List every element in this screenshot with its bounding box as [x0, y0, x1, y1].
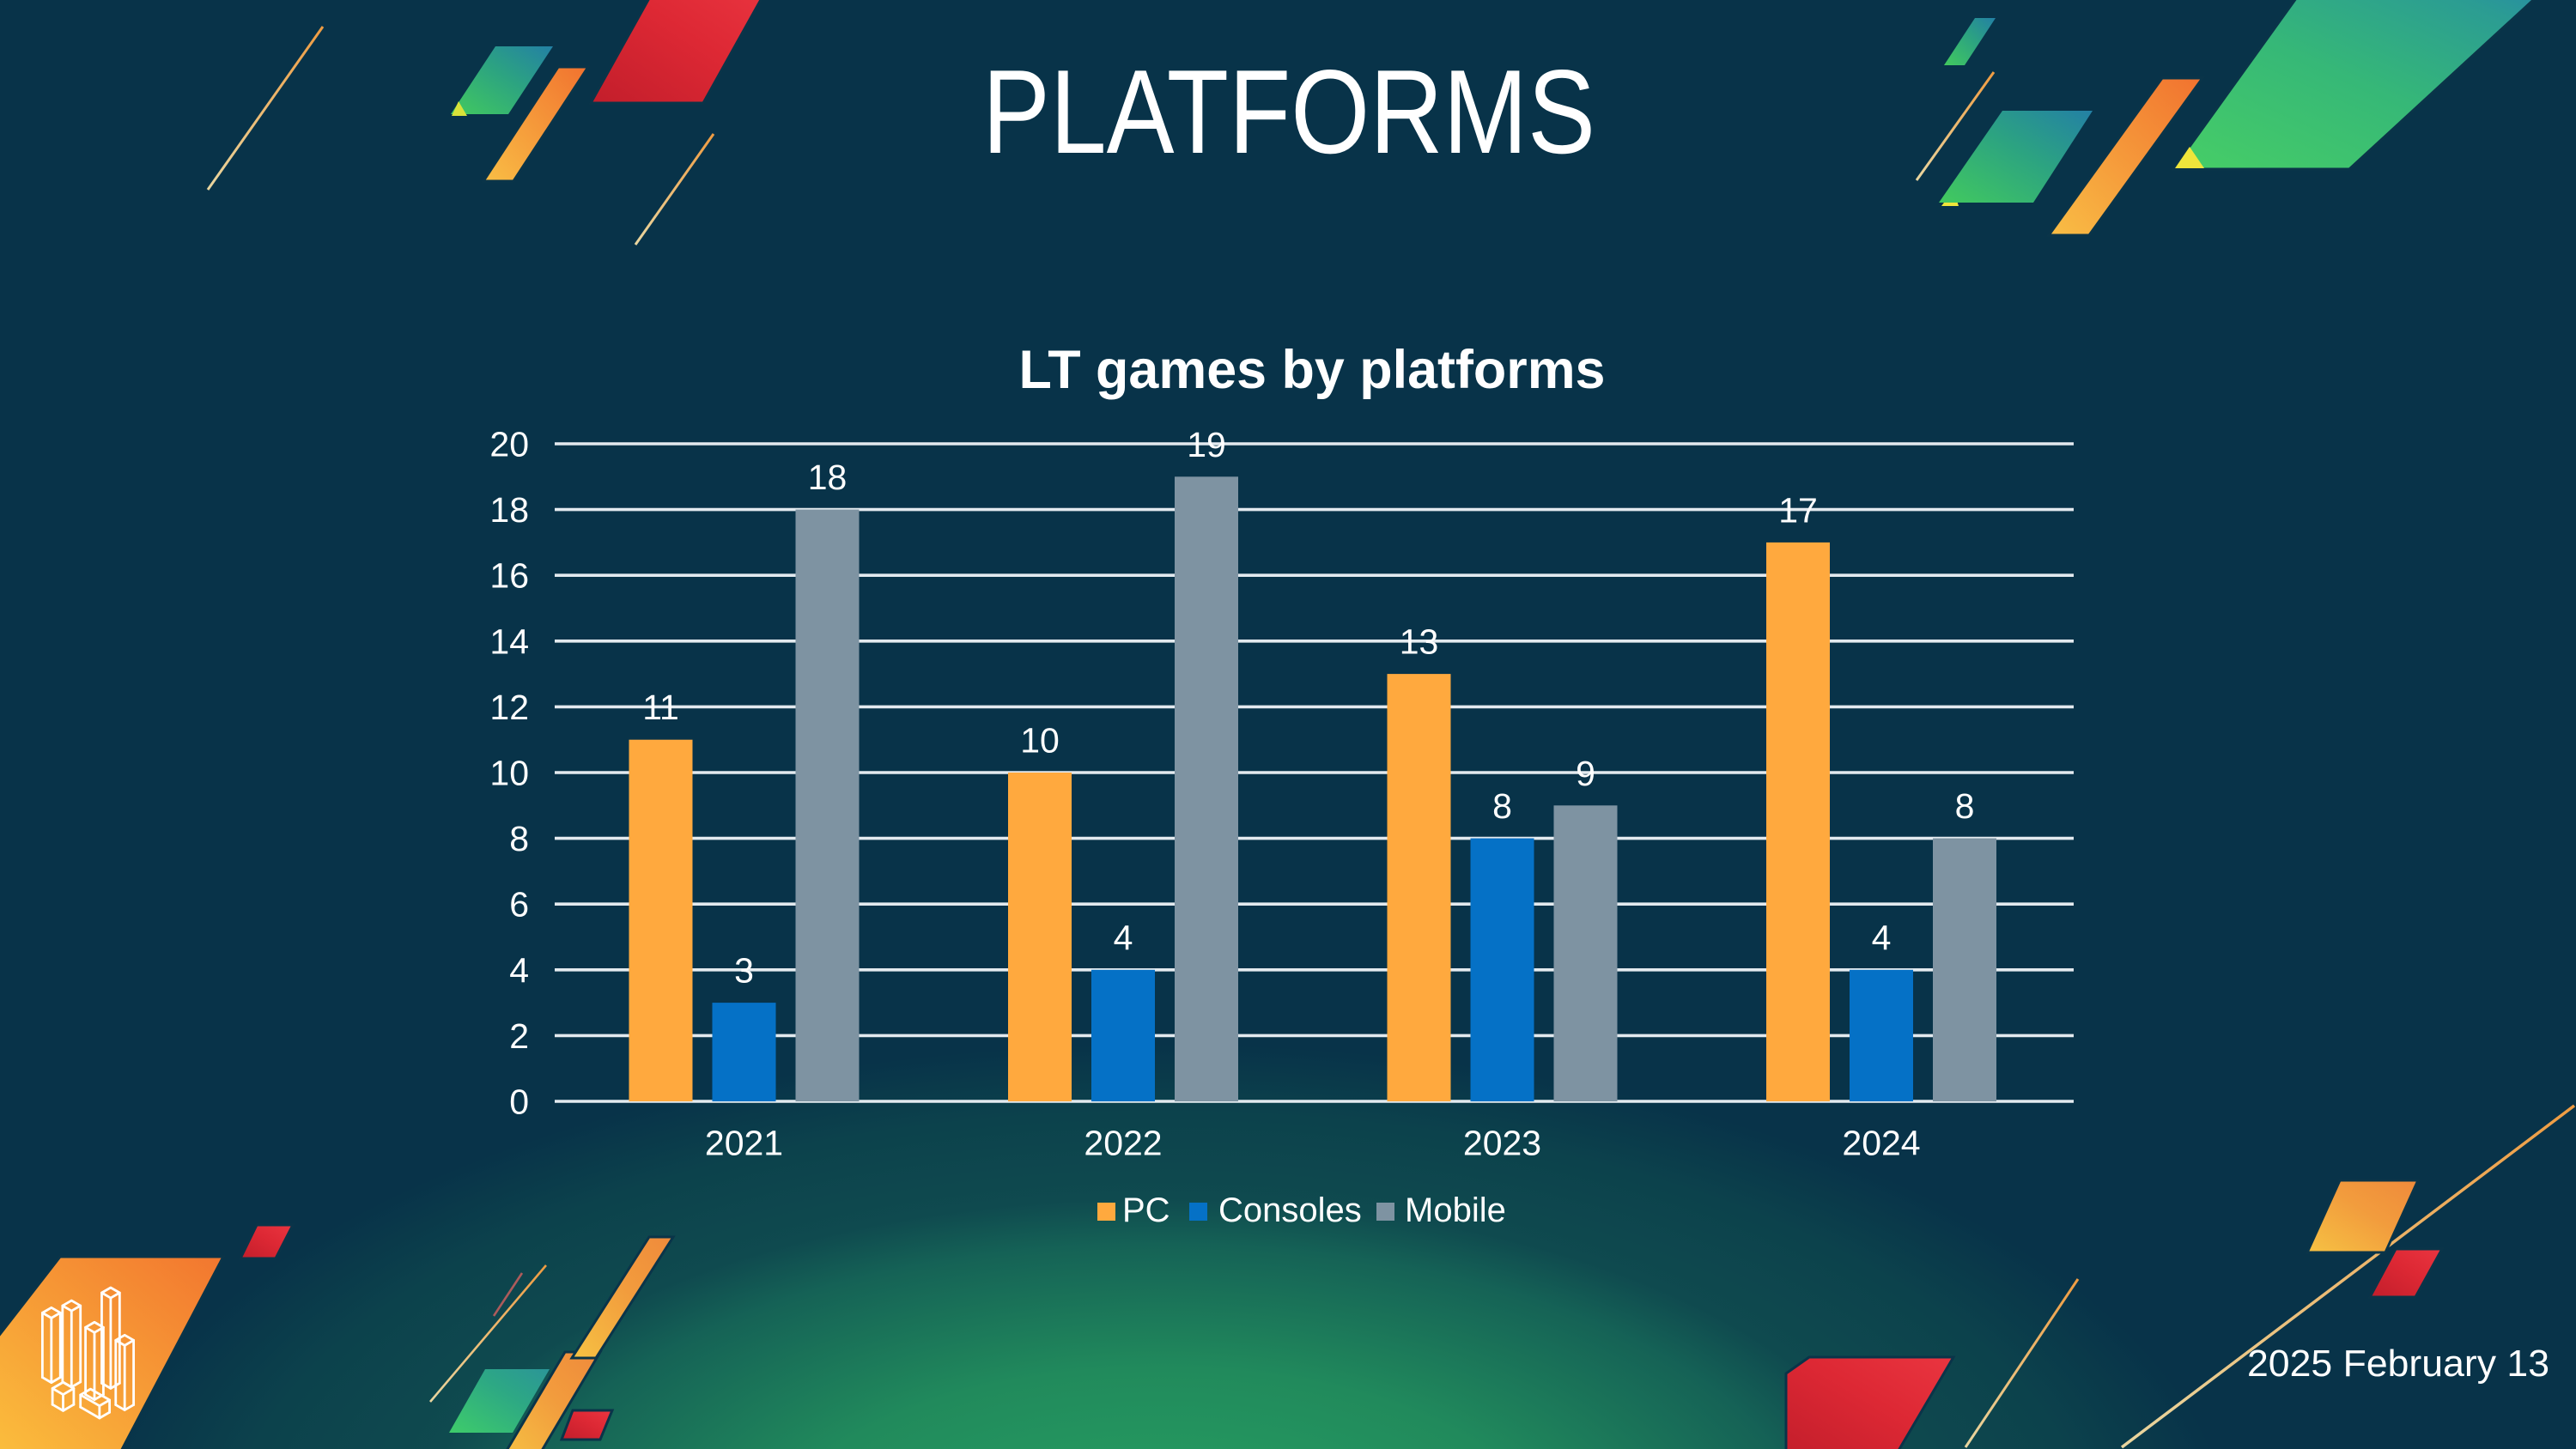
- svg-text:6: 6: [509, 885, 529, 925]
- svg-text:4: 4: [1872, 918, 1892, 957]
- svg-text:17: 17: [1778, 490, 1818, 530]
- svg-text:10: 10: [1020, 721, 1060, 761]
- svg-text:Mobile: Mobile: [1405, 1191, 1506, 1229]
- svg-text:2021: 2021: [705, 1124, 783, 1163]
- svg-text:3: 3: [734, 951, 754, 991]
- svg-text:12: 12: [489, 688, 529, 727]
- svg-text:2025 February 13: 2025 February 13: [2247, 1343, 2549, 1385]
- svg-text:LT games by platforms: LT games by platforms: [1019, 340, 1606, 400]
- svg-text:8: 8: [1955, 786, 1975, 826]
- svg-text:18: 18: [808, 458, 848, 497]
- svg-text:14: 14: [489, 621, 529, 661]
- svg-text:0: 0: [509, 1082, 529, 1122]
- svg-text:2: 2: [509, 1016, 529, 1056]
- svg-text:11: 11: [642, 688, 679, 727]
- svg-text:10: 10: [489, 754, 529, 793]
- svg-text:18: 18: [489, 490, 529, 530]
- svg-text:8: 8: [509, 819, 529, 858]
- svg-text:9: 9: [1576, 754, 1595, 793]
- svg-text:16: 16: [489, 556, 529, 596]
- svg-text:20: 20: [489, 425, 529, 464]
- svg-text:8: 8: [1492, 786, 1512, 826]
- svg-text:2023: 2023: [1463, 1124, 1541, 1163]
- svg-text:19: 19: [1187, 425, 1226, 464]
- svg-text:13: 13: [1400, 622, 1439, 662]
- svg-text:2024: 2024: [1842, 1124, 1920, 1163]
- svg-text:Consoles: Consoles: [1218, 1191, 1362, 1229]
- svg-text:PC: PC: [1122, 1191, 1170, 1229]
- svg-text:4: 4: [509, 950, 529, 990]
- svg-text:PLATFORMS: PLATFORMS: [982, 45, 1595, 179]
- svg-text:4: 4: [1114, 918, 1133, 957]
- svg-text:2022: 2022: [1084, 1124, 1162, 1163]
